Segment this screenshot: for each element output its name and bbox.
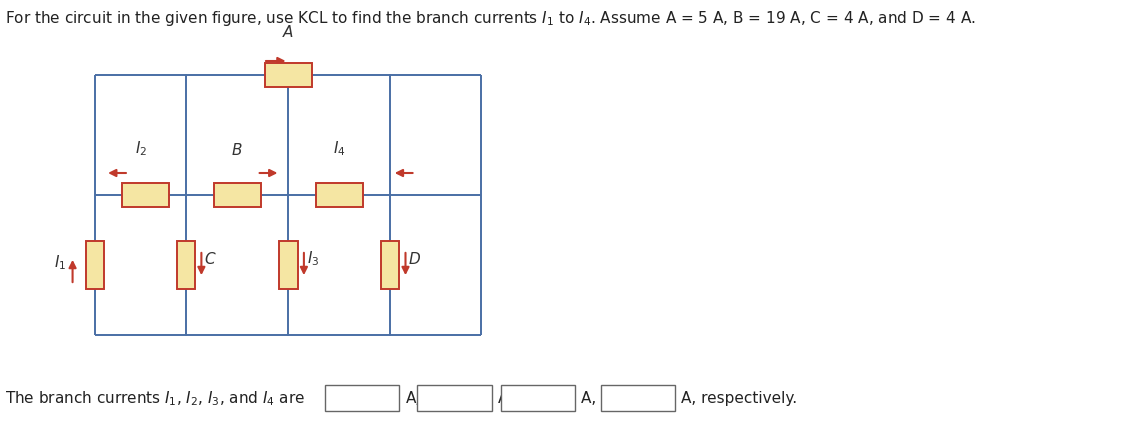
Text: $I_3$: $I_3$ (307, 249, 319, 268)
Bar (381, 241, 399, 289)
Text: For the circuit in the given figure, use KCL to find the branch currents $\mathi: For the circuit in the given figure, use… (4, 9, 975, 28)
Bar (213, 184, 261, 208)
Bar (177, 241, 195, 289)
Text: A, respectively.: A, respectively. (682, 390, 797, 405)
Bar (325, 385, 399, 411)
Bar (121, 184, 168, 208)
Bar (316, 184, 363, 208)
Text: B: B (232, 143, 243, 158)
Text: The branch currents $\mathit{I}_1$, $\mathit{I}_2$, $\mathit{I}_3$, and $\mathit: The branch currents $\mathit{I}_1$, $\ma… (4, 389, 304, 407)
Text: C: C (204, 251, 214, 266)
Bar (418, 385, 492, 411)
Text: $I_4$: $I_4$ (334, 139, 346, 158)
Bar (265, 64, 312, 88)
Text: A: A (283, 25, 293, 40)
Text: A,: A, (497, 390, 513, 405)
Bar (280, 241, 298, 289)
Bar (501, 385, 575, 411)
Text: A,: A, (405, 390, 421, 405)
Text: D: D (409, 251, 420, 266)
Bar (86, 241, 104, 289)
Text: $I_2$: $I_2$ (135, 139, 147, 158)
Text: A, and: A, and (582, 390, 630, 405)
Bar (601, 385, 675, 411)
Text: $I_1$: $I_1$ (54, 253, 66, 272)
